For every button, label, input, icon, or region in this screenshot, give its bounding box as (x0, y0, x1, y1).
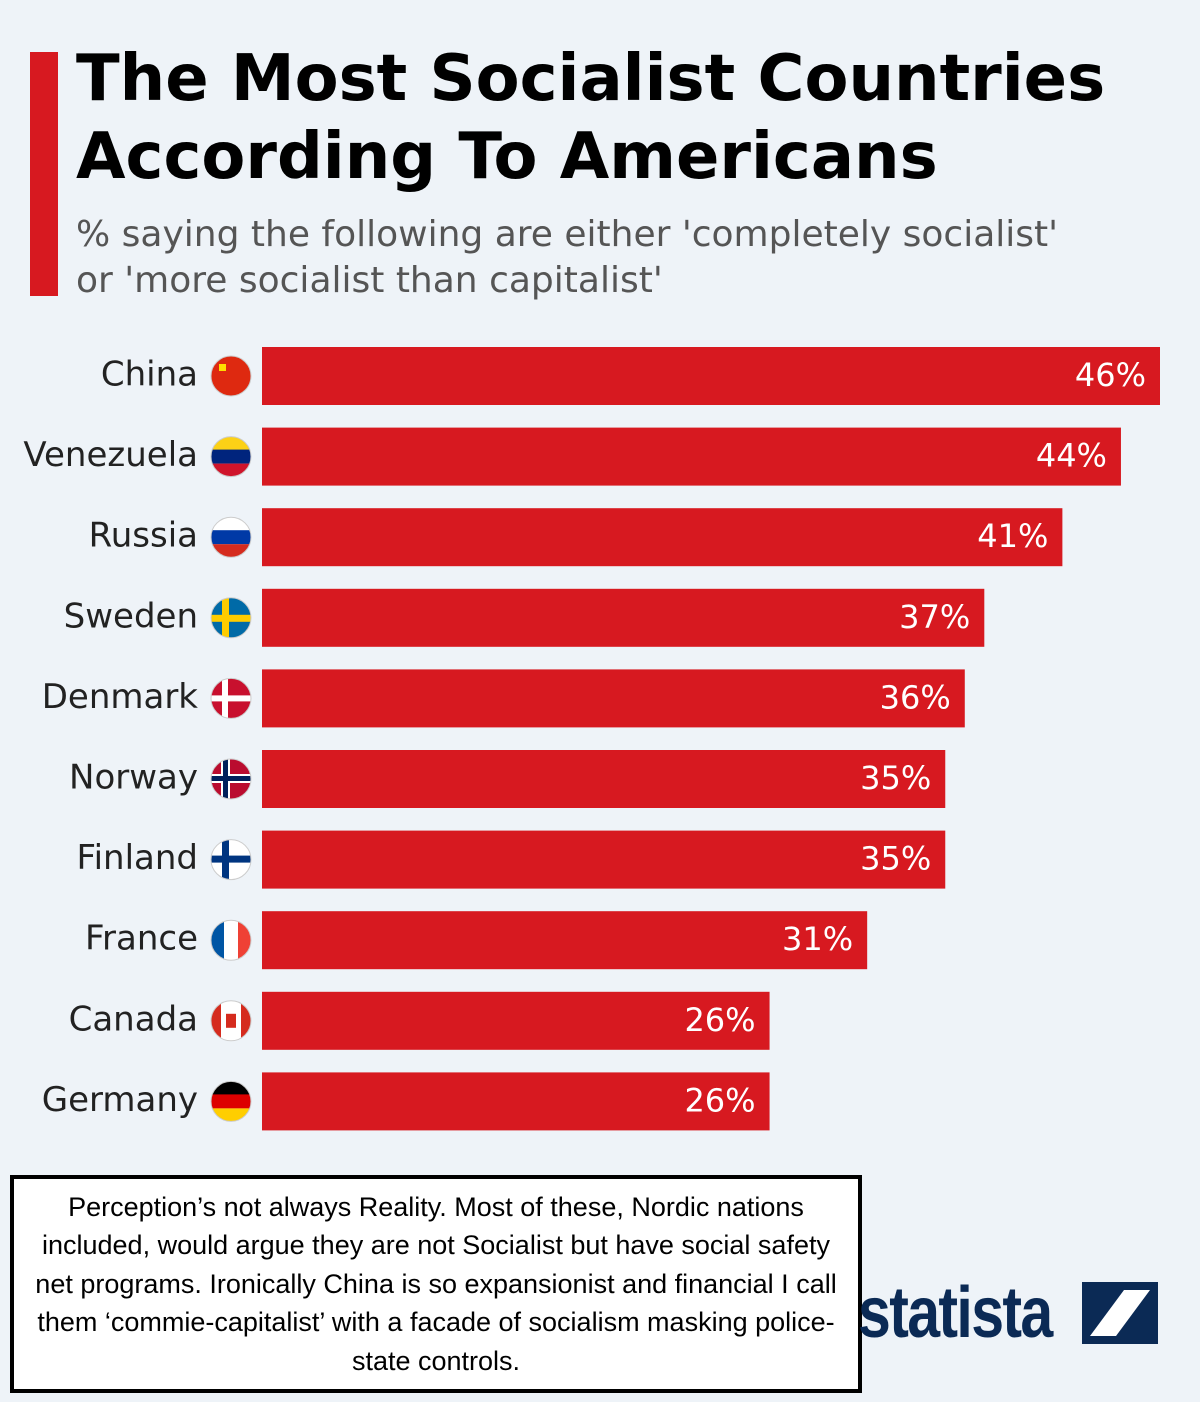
flag-outline (210, 597, 252, 639)
category-label: China (101, 355, 198, 395)
bar (262, 588, 985, 647)
value-label: 31% (782, 920, 853, 958)
flag (211, 759, 251, 799)
bar (262, 1072, 770, 1131)
flag-part (211, 1094, 251, 1109)
flag-outline (210, 839, 252, 881)
bar (262, 911, 868, 970)
flag-part (211, 1108, 251, 1122)
flag-outline (210, 758, 252, 800)
flag-part (211, 1081, 251, 1096)
flag (211, 920, 251, 961)
flag-part (226, 1013, 236, 1028)
flag (211, 1081, 251, 1122)
flag-part (211, 436, 251, 451)
chart-subtitle: % saying the following are either 'compl… (76, 214, 1059, 301)
flag (211, 1000, 251, 1041)
category-label: Germany (42, 1080, 198, 1120)
flag-part (211, 530, 251, 545)
flag-part (238, 920, 251, 961)
flag-part (211, 1000, 221, 1041)
category-label: Venezuela (23, 435, 198, 475)
logo: statista (858, 1273, 1053, 1353)
flag-part (211, 855, 251, 863)
flag-outline (210, 919, 252, 961)
category-label: Sweden (64, 596, 198, 636)
flag-part (211, 463, 251, 477)
flag-part (241, 1000, 251, 1041)
flag-outline (210, 355, 252, 397)
value-label: 26% (684, 1081, 755, 1119)
value-label: 37% (899, 598, 970, 636)
flag-part (211, 695, 251, 702)
chart: China 46% Venezuela 44% Russia 41% Sweden 37% De… (23, 347, 1160, 1131)
flag (211, 839, 251, 880)
flag-part (211, 614, 251, 622)
value-label: 35% (860, 840, 931, 878)
value-label: 44% (1036, 437, 1107, 475)
value-label: 41% (977, 517, 1048, 555)
flag-outline (210, 677, 252, 719)
flag-part (211, 356, 251, 396)
category-label: France (85, 919, 198, 959)
flag-outline (210, 436, 252, 478)
flag (211, 678, 251, 719)
bar (262, 347, 1160, 405)
value-label: 26% (684, 1001, 755, 1039)
bar (262, 669, 965, 728)
flag-outline (210, 1000, 252, 1042)
flag-part (219, 364, 226, 371)
category-label: Norway (69, 758, 198, 798)
category-label: Russia (89, 516, 198, 556)
flag-part (211, 776, 251, 781)
bar (262, 830, 946, 889)
value-label: 46% (1075, 356, 1146, 394)
annotation: Perception’s not always Reality. Most of… (10, 1175, 862, 1393)
flag (211, 597, 251, 638)
flag (211, 356, 251, 396)
bar (262, 508, 1063, 567)
bar (262, 750, 946, 808)
flag (211, 517, 251, 558)
flag-part (211, 920, 225, 961)
chart-title: The Most Socialist Countries According T… (76, 42, 1106, 194)
value-label: 35% (860, 759, 931, 797)
flag-outline (210, 516, 252, 558)
category-label: Canada (69, 999, 198, 1039)
flag (211, 436, 251, 477)
logo-slash (1090, 1290, 1150, 1336)
flag-part (211, 544, 251, 558)
flag-part (224, 920, 238, 961)
value-label: 36% (880, 678, 951, 716)
flag-outline (210, 1080, 252, 1122)
bar (262, 427, 1121, 486)
title-accent (30, 52, 58, 296)
flag-part (211, 517, 251, 532)
category-label: Denmark (42, 677, 199, 717)
flag-part (211, 449, 251, 464)
bar (262, 991, 770, 1050)
category-label: Finland (77, 838, 199, 878)
logo-icon (1082, 1282, 1158, 1344)
